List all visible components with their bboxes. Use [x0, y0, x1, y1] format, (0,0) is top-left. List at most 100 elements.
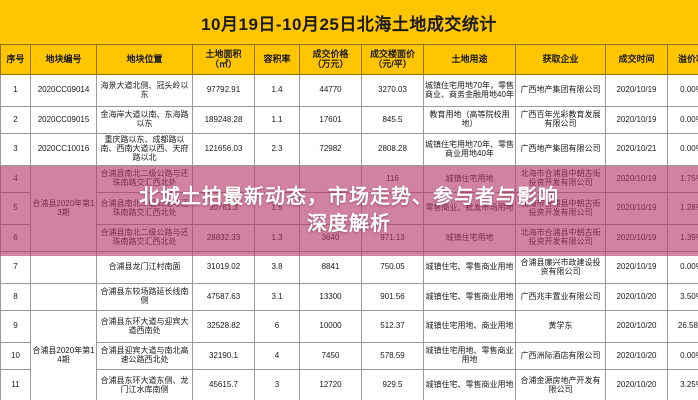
cell-enterprise: 北海市合浦县中朝古街投资开发有限公司 — [515, 224, 606, 252]
cell-deal-time: 2020/10/19 — [605, 192, 668, 225]
cell-plot-ratio: 3.8 — [254, 251, 300, 284]
col-header-plot-ratio: 容积率 — [254, 44, 300, 75]
cell-parcel-code — [30, 251, 97, 284]
cell-floor-price: 971.13 — [361, 224, 424, 252]
cell-land-use: 零售商业、批发市场用地 — [423, 192, 516, 225]
cell-enterprise: 广西洲际酒店有限公司 — [515, 342, 606, 370]
cell-location: 合浦县东环大道东侧、龙门江水库南侧 — [96, 369, 193, 400]
cell-deal-price: 17601 — [299, 106, 362, 134]
col-header-location: 地块位置 — [96, 44, 193, 75]
cell-land-use: 城镇住宅、零售商业用地 — [423, 369, 516, 400]
col-header-parcel-code: 地块编号 — [30, 44, 97, 75]
cell-deal-price: 10000 — [299, 310, 362, 343]
table-row: 8 合浦县东较场路延长线南侧 47587.63 3.1 13300 901.56 城镇住宅、… — [0, 283, 698, 311]
cell-enterprise: 广西地产集团有限公司 — [515, 133, 606, 166]
cell-land-area: 30761.3 — [192, 192, 255, 225]
table-row: 9 合浦县2020年第14期 合浦县东环大道与迎宾大道西南处 32528.82 6 100… — [0, 310, 698, 400]
cell-floor-price: 901.56 — [361, 283, 424, 311]
table-row: 6 合浦县南北二级公路与还珠南路交汇西北处 28832.33 1.3 3640 971.1… — [0, 224, 698, 252]
cell-deal-price: 8841 — [299, 251, 362, 284]
table-header-row: 序号 地块编号 地块位置 土地面积 （㎡） 容积率 成交价格 （万元） 成交楼面… — [0, 44, 698, 75]
col-header-land-area-line2: （㎡） — [209, 58, 237, 69]
cell-enterprise: 广西地产集团有限公司 — [515, 74, 606, 107]
cell-land-area: 32190.1 — [192, 342, 255, 370]
cell-location: 合浦县迎宾大道与南北高速公路西北处 — [96, 342, 193, 370]
cell-location: 合浦县东环大道与迎宾大道西南处 — [96, 310, 193, 343]
cell-premium: 1.39% — [667, 224, 698, 252]
cell-deal-time: 2020/10/20 — [605, 369, 668, 400]
cell-deal-time: 2020/10/19 — [605, 251, 668, 284]
col-header-land-use: 土地用途 — [423, 44, 516, 75]
cell-plot-ratio: 2.3 — [254, 133, 300, 166]
table-header: 序号 地块编号 地块位置 土地面积 （㎡） 容积率 成交价格 （万元） 成交楼面… — [0, 44, 698, 75]
cell-location: 合浦县南北二级公路与还珠南路交汇西北处 — [96, 192, 193, 225]
cell-land-use: 城镇住宅用地 — [423, 224, 516, 252]
cell-plot-ratio: 1.5 — [254, 192, 300, 225]
cell-premium: 0.00% — [667, 133, 698, 166]
cell-serial: 11 — [0, 369, 31, 400]
col-header-floor-price: 成交楼面价 （元/平） — [361, 44, 424, 75]
cell-premium: 3.25% — [667, 369, 698, 400]
cell-premium: 0.00% — [667, 251, 698, 284]
cell-land-use: 城镇住宅用地、商业用地 — [423, 310, 516, 343]
cell-serial: 8 — [0, 283, 31, 311]
table-title-banner: 10月19日-10月25日北海土地成交统计 — [0, 0, 698, 44]
cell-enterprise: 合浦金源房地产开发有限公司 — [515, 369, 606, 400]
table-body: 1 2020CC09014 海景大道北侧、冠头岭以东 97792.91 1.4 44770… — [0, 74, 698, 400]
table-row: 5 合浦县南北二级公路与还珠南路交汇西北处 30761.3 1.5 零售商业、批发市场用… — [0, 192, 698, 225]
cell-plot-ratio: 3.1 — [254, 283, 300, 311]
cell-floor-price — [361, 192, 424, 225]
cell-enterprise: 广西兆丰置业有限公司 — [515, 283, 606, 311]
cell-deal-price: 12720 — [299, 369, 362, 400]
cell-parcel-code: 合浦县2020年第13期 — [30, 165, 97, 252]
cell-floor-price: 750.05 — [361, 251, 424, 284]
cell-land-area: 45615.7 — [192, 369, 255, 400]
cell-enterprise: 合浦县廉兴市政建设投资有限公司 — [515, 251, 606, 284]
cell-plot-ratio: 6 — [254, 310, 300, 343]
page-title: 10月19日-10月25日北海土地成交统计 — [201, 14, 497, 34]
cell-deal-time: 2020/10/20 — [605, 310, 668, 343]
cell-parcel-code: 2020CC10016 — [30, 133, 97, 166]
cell-serial: 3 — [0, 133, 31, 166]
cell-deal-time: 2020/10/19 — [605, 165, 668, 193]
col-header-enterprise: 获取企业 — [515, 44, 606, 75]
table-row: 11 合浦县东环大道东侧、龙门江水库南侧 45615.7 3 12720 929.5 城镇住… — [0, 369, 698, 400]
col-header-deal-price-line1: 成交价格 — [312, 48, 349, 59]
cell-premium: 1.75% — [667, 165, 698, 193]
cell-location: 合浦县龙门江村南面 — [96, 251, 193, 284]
cell-deal-time: 2020/10/20 — [605, 342, 668, 370]
col-header-floor-price-line1: 成交楼面价 — [369, 48, 415, 59]
cell-land-use: 城镇住宅、零售商业用地 — [423, 251, 516, 284]
cell-floor-price: 2808.28 — [361, 133, 424, 166]
cell-land-use: 城镇住宅用地70年、零售商业用地40年 — [423, 133, 516, 166]
cell-land-area: 121656.03 — [192, 133, 255, 166]
cell-plot-ratio — [254, 165, 300, 193]
cell-enterprise: 黄学东 — [515, 310, 606, 343]
cell-deal-price: 13300 — [299, 283, 362, 311]
cell-parcel-code: 合浦县2020年第14期 — [30, 310, 97, 400]
cell-serial: 2 — [0, 106, 31, 134]
cell-land-area: 28832.33 — [192, 224, 255, 252]
cell-plot-ratio: 1.3 — [254, 224, 300, 252]
table-row: 7 合浦县龙门江村南面 31019.02 3.8 8841 750.05 城镇住宅、零售商业… — [0, 251, 698, 284]
cell-land-use: 城镇住宅用地70年，零售商业、商务金融用地40年 — [423, 74, 516, 107]
cell-serial: 10 — [0, 342, 31, 370]
cell-serial: 4 — [0, 165, 31, 193]
cell-land-area: 47587.63 — [192, 283, 255, 311]
cell-enterprise: 北海市合浦县中朝古街投资开发有限公司 — [515, 192, 606, 225]
cell-premium: 0.00% — [667, 342, 698, 370]
cell-deal-price — [299, 165, 362, 193]
cell-location: 合浦县东较场路延长线南侧 — [96, 283, 193, 311]
cell-plot-ratio: 1.4 — [254, 74, 300, 107]
cell-floor-price: 116 — [361, 165, 424, 193]
cell-parcel-code: 2020CC09014 — [30, 74, 97, 107]
cell-deal-time: 2020/10/19 — [605, 106, 668, 134]
cell-deal-price: 44770 — [299, 74, 362, 107]
cell-location: 重庆路以东、成都路以南、西南大道以西、天府路以北 — [96, 133, 193, 166]
col-header-deal-price: 成交价格 （万元） — [299, 44, 362, 75]
land-transaction-table: 序号 地块编号 地块位置 土地面积 （㎡） 容积率 成交价格 （万元） 成交楼面… — [0, 44, 698, 400]
cell-land-use: 教育用地（高等院校用地） — [423, 106, 516, 134]
cell-serial: 1 — [0, 74, 31, 107]
table-row: 1 2020CC09014 海景大道北侧、冠头岭以东 97792.91 1.4 44770… — [0, 74, 698, 107]
